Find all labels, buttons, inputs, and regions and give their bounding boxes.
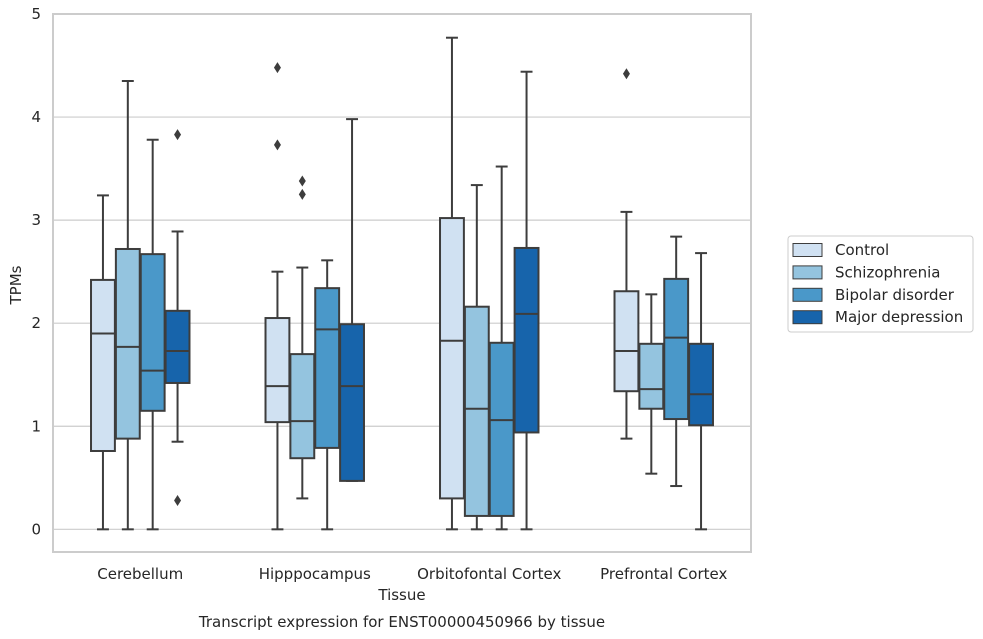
legend-label: Major depression (835, 308, 963, 326)
box-iqr (314, 287, 341, 449)
box-iqr (139, 253, 166, 412)
box-2-0 (439, 36, 465, 531)
box-3-2 (663, 235, 690, 488)
box-3-0 (613, 68, 640, 440)
box-0-3 (164, 129, 191, 506)
box-0-2 (139, 138, 166, 531)
box-0-0 (90, 194, 116, 531)
outlier-point (273, 139, 281, 151)
x-tick-label: Orbitofontal Cortex (417, 565, 561, 583)
plot-frame (52, 13, 752, 553)
box-iqr (289, 353, 316, 460)
box-iqr (663, 277, 690, 421)
x-tick-label: Cerebellum (97, 565, 183, 583)
box-iqr (488, 341, 515, 517)
box-iqr (463, 305, 490, 517)
y-tick-label: 5 (31, 5, 41, 23)
box-3-1 (638, 293, 665, 475)
x-tick-labels: Cerebellum Hipppocampus Orbitofontal Corte… (97, 565, 727, 583)
legend-swatch (792, 287, 823, 302)
box-1-2 (314, 259, 341, 531)
y-tick-label: 1 (31, 417, 41, 435)
box-3-3 (688, 252, 714, 531)
y-tick-label: 3 (31, 211, 41, 229)
outlier-point (174, 129, 182, 141)
x-tick-label: Prefrontal Cortex (600, 565, 727, 583)
y-tick-label: 0 (31, 520, 41, 538)
box-2-1 (463, 184, 490, 531)
y-tick-label: 2 (31, 314, 41, 332)
y-tick-label: 4 (31, 108, 41, 126)
box-iqr (513, 246, 540, 434)
box-iqr (638, 342, 665, 410)
box-2-2 (488, 165, 515, 531)
x-tick-label: Hipppocampus (259, 565, 371, 583)
boxes (90, 36, 714, 531)
box-0-1 (114, 79, 141, 531)
legend-label: Control (835, 241, 889, 259)
outlier-point (174, 494, 182, 506)
legend-swatch (792, 310, 823, 325)
box-iqr (613, 290, 640, 393)
box-1-1 (289, 175, 316, 500)
legend: Control Schizophrenia Bipolar disorder Majo… (787, 235, 974, 333)
legend-swatch (792, 243, 823, 257)
chart-caption: Transcript expression for ENST0000045096… (198, 613, 605, 631)
box-2-3 (513, 70, 540, 531)
legend-frame (787, 235, 974, 333)
outlier-point (622, 68, 630, 80)
legend-label: Schizophrenia (835, 263, 940, 281)
y-tick-labels: 0 1 2 3 4 5 (31, 5, 41, 538)
box-1-0 (264, 62, 291, 531)
outlier-point (298, 175, 306, 187)
box-iqr (90, 278, 116, 452)
x-axis-label: Tissue (377, 586, 425, 604)
box-1-3 (339, 118, 365, 482)
box-iqr (264, 317, 291, 424)
legend-label: Bipolar disorder (835, 286, 955, 304)
outlier-point (298, 188, 306, 200)
legend-swatch (792, 265, 823, 280)
y-axis-label: TPMs (7, 265, 25, 305)
box-iqr (688, 342, 714, 427)
outlier-point (273, 62, 281, 74)
box-iqr (439, 217, 465, 500)
box-iqr (339, 323, 365, 482)
box-iqr (164, 309, 191, 384)
box-iqr (114, 247, 141, 440)
